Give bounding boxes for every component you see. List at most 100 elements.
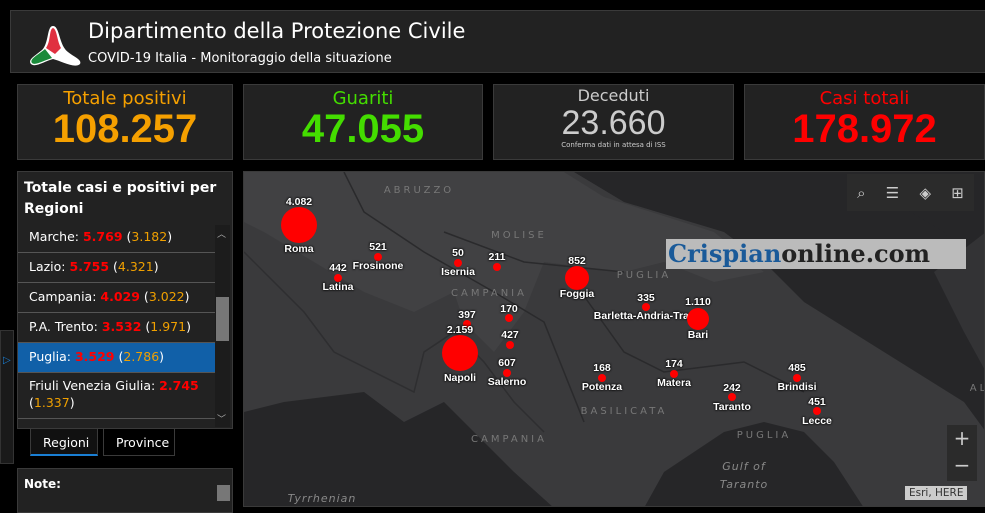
marker-value: 335: [637, 292, 655, 304]
region-list-item[interactable]: Lazio: 5.755 (4.321): [18, 253, 216, 283]
region-name: Sicilia:: [29, 425, 74, 427]
tab-province[interactable]: Province: [103, 428, 175, 456]
marker-name: Isernia: [441, 266, 475, 278]
map-toolbar: ⌕ ☰ ◈ ⊞: [847, 174, 974, 211]
marker-value: 168: [593, 362, 611, 374]
case-marker: [728, 393, 736, 401]
region-list-item[interactable]: Sicilia: 2.717 (2.338): [18, 419, 216, 427]
marker-value: 174: [665, 358, 683, 370]
marker-value: 451: [808, 396, 826, 408]
marker-value: 211: [488, 251, 506, 263]
watermark-part: Crispian: [668, 239, 782, 268]
case-marker: [642, 303, 650, 311]
marker-value: 397: [458, 309, 476, 321]
marker-value: 852: [568, 255, 586, 267]
region-list-item[interactable]: Marche: 5.769 (3.182): [18, 223, 216, 253]
zoom-in-button[interactable]: +: [953, 426, 971, 450]
card-label: Casi totali: [819, 88, 910, 109]
case-marker: [454, 259, 462, 267]
region-positive: 1.337: [33, 395, 70, 410]
region-list-item[interactable]: Campania: 4.029 (3.022): [18, 283, 216, 313]
marker-name: Salerno: [487, 376, 527, 388]
zoom-out-button[interactable]: −: [953, 453, 971, 477]
card-value: 178.972: [792, 107, 937, 151]
region-label: PUGLIA: [736, 430, 792, 441]
case-marker: [505, 314, 513, 322]
region-name: Marche:: [29, 229, 83, 244]
case-marker: [687, 308, 709, 330]
scroll-down-icon[interactable]: ﹀: [217, 415, 227, 425]
region-name: P.A. Trento:: [29, 319, 102, 334]
list-scrollbar[interactable]: ︿ ﹀: [215, 225, 230, 427]
case-marker: [670, 370, 678, 378]
case-marker: [442, 335, 478, 371]
card-totale-positivi: Totale positivi 108.257: [17, 84, 233, 160]
region-total: 3.532: [101, 319, 142, 334]
region-label: MOLISE: [491, 230, 547, 241]
marker-value: 50: [452, 247, 464, 259]
case-marker: [598, 374, 606, 382]
case-marker: [793, 374, 801, 382]
scroll-up-icon[interactable]: ︿: [217, 230, 227, 240]
marker-value: 170: [500, 303, 518, 315]
region-positive: 1.971: [150, 319, 187, 334]
marker-name: Lecce: [802, 415, 832, 427]
marker-name: Napoli: [443, 372, 477, 384]
marker-name: Matera: [657, 377, 691, 389]
sea-label-gulf-of-taranto: Gulf of Taranto: [719, 460, 769, 491]
card-value: 47.055: [301, 107, 425, 151]
scrollbar-thumb[interactable]: [216, 297, 229, 341]
tab-regioni[interactable]: Regioni: [30, 428, 98, 456]
case-marker: [334, 274, 342, 282]
layers-icon[interactable]: ◈: [919, 183, 932, 202]
regions-list-panel: Totale casi e positivi per Regioni March…: [17, 171, 233, 429]
case-marker: [281, 207, 317, 243]
region-list-item[interactable]: Friuli Venezia Giulia: 2.745 (1.337): [18, 373, 216, 419]
card-label: Deceduti: [577, 86, 650, 105]
marker-name: Frosinone: [352, 260, 404, 272]
card-label: Totale positivi: [63, 88, 187, 109]
zoom-control: + −: [947, 425, 977, 481]
region-list-item[interactable]: P.A. Trento: 3.532 (1.971): [18, 313, 216, 343]
search-icon[interactable]: ⌕: [857, 183, 866, 202]
marker-value: 1.110: [685, 296, 711, 308]
region-name: Puglia:: [29, 349, 75, 364]
marker-value: 2.159: [446, 324, 474, 336]
marker-value: 521: [369, 241, 387, 253]
region-list-item[interactable]: Puglia: 3.529 (2.786): [18, 343, 216, 373]
map-attribution: Esri, HERE: [905, 486, 968, 500]
region-positive: 2.786: [123, 349, 160, 364]
expand-arrow-icon: ▷: [3, 355, 11, 366]
region-positive: 3.022: [148, 289, 185, 304]
sea-label-tyrrhenian: Tyrrhenian: [287, 492, 357, 505]
case-marker: [506, 341, 514, 349]
marker-name: Barletta-Andria-Trani: [593, 310, 699, 322]
card-guariti: Guariti 47.055: [243, 84, 483, 160]
basemap-gallery-icon[interactable]: ⊞: [951, 183, 964, 202]
region-label: BASILICATA: [580, 406, 668, 417]
region-positive: 4.321: [117, 259, 154, 274]
card-label: Guariti: [332, 88, 394, 109]
side-panel-toggle[interactable]: ▷: [0, 330, 14, 464]
region-name: Lazio:: [29, 259, 70, 274]
marker-name: Foggia: [559, 288, 595, 300]
region-total: 4.029: [100, 289, 140, 304]
marker-value: 242: [723, 382, 741, 394]
legend-icon[interactable]: ☰: [885, 183, 900, 202]
marker-value: 485: [788, 362, 806, 374]
card-note: Conferma dati in attesa di ISS: [561, 141, 666, 149]
card-casi-totali: Casi totali 178.972: [744, 84, 985, 160]
crispianonline-watermark: Crispianonline.com: [666, 239, 966, 269]
region-label: ABRUZZO: [383, 185, 455, 196]
map-view[interactable]: ABRUZZO MOLISE CAMPANIA CAMPANIA PUGLIA BASIL…: [243, 171, 985, 507]
marker-name: Latina: [322, 281, 354, 293]
marker-name: Taranto: [713, 401, 751, 413]
app-subtitle: COVID-19 Italia - Monitoraggio della sit…: [88, 51, 392, 66]
regions-list[interactable]: Marche: 5.769 (3.182) Lazio: 5.755 (4.321…: [18, 223, 216, 427]
note-scrollbar-thumb[interactable]: [217, 485, 230, 501]
region-total: 3.529: [74, 349, 115, 364]
region-total: 2.717: [74, 425, 114, 427]
protezione-civile-logo: [30, 26, 81, 66]
region-label: CAMPANIA: [451, 288, 527, 299]
case-marker: [374, 253, 382, 261]
